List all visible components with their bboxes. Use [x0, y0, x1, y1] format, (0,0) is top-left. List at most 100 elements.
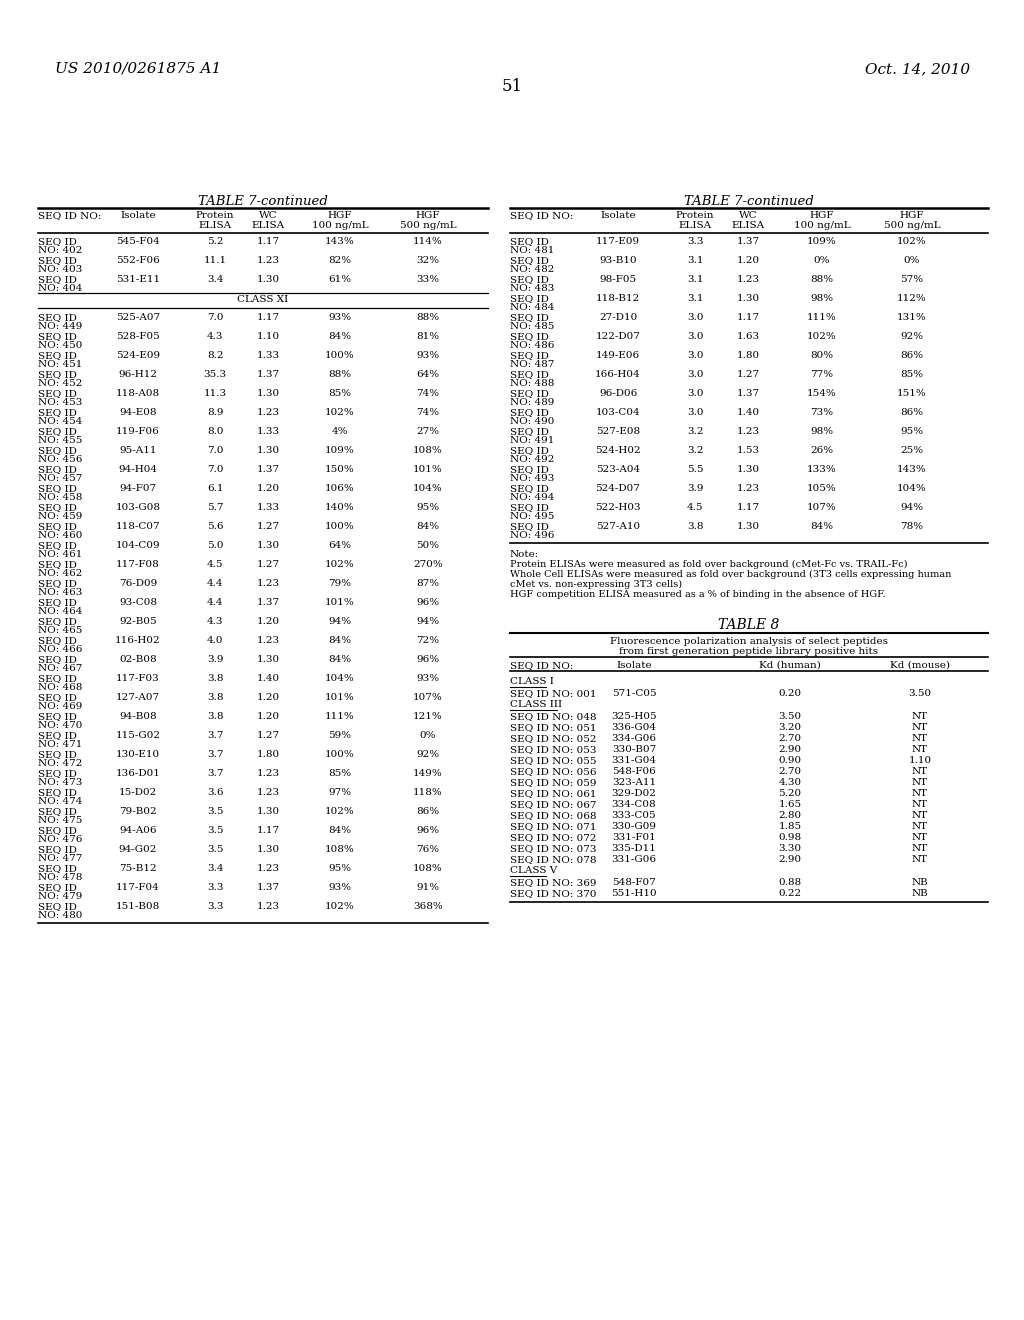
Text: SEQ ID: SEQ ID [510, 256, 549, 265]
Text: HGF competition ELISA measured as a % of binding in the absence of HGF.: HGF competition ELISA measured as a % of… [510, 590, 886, 599]
Text: SEQ ID: SEQ ID [38, 750, 77, 759]
Text: SEQ ID NO: 048: SEQ ID NO: 048 [510, 711, 597, 721]
Text: 96%: 96% [417, 655, 439, 664]
Text: 4.5: 4.5 [207, 560, 223, 569]
Text: 1.30: 1.30 [256, 446, 280, 455]
Text: 136-D01: 136-D01 [116, 770, 161, 777]
Text: NO: 404: NO: 404 [38, 284, 82, 293]
Text: 1.23: 1.23 [256, 636, 280, 645]
Text: 0.90: 0.90 [778, 756, 802, 766]
Text: 3.2: 3.2 [687, 446, 703, 455]
Text: 93%: 93% [417, 675, 439, 682]
Text: 3.0: 3.0 [687, 333, 703, 341]
Text: SEQ ID NO: 061: SEQ ID NO: 061 [510, 789, 597, 799]
Text: 94%: 94% [329, 616, 351, 626]
Text: 27%: 27% [417, 426, 439, 436]
Text: 323-A11: 323-A11 [612, 777, 656, 787]
Text: 85%: 85% [900, 370, 924, 379]
Text: SEQ ID: SEQ ID [38, 788, 77, 797]
Text: SEQ ID: SEQ ID [38, 731, 77, 741]
Text: 1.33: 1.33 [256, 426, 280, 436]
Text: 4.3: 4.3 [207, 616, 223, 626]
Text: NO: 483: NO: 483 [510, 284, 554, 293]
Text: SEQ ID NO: 053: SEQ ID NO: 053 [510, 744, 597, 754]
Text: SEQ ID: SEQ ID [38, 711, 77, 721]
Text: 108%: 108% [413, 865, 442, 873]
Text: 7.0: 7.0 [207, 313, 223, 322]
Text: 127-A07: 127-A07 [116, 693, 160, 702]
Text: 1.20: 1.20 [256, 711, 280, 721]
Text: NO: 478: NO: 478 [38, 873, 82, 882]
Text: 3.8: 3.8 [207, 711, 223, 721]
Text: TABLE 7-continued: TABLE 7-continued [198, 195, 328, 209]
Text: 104%: 104% [326, 675, 355, 682]
Text: SEQ ID: SEQ ID [38, 636, 77, 645]
Text: 101%: 101% [413, 465, 442, 474]
Text: CLASS V: CLASS V [510, 866, 557, 875]
Text: NO: 465: NO: 465 [38, 626, 82, 635]
Text: 50%: 50% [417, 541, 439, 550]
Text: 3.30: 3.30 [778, 843, 802, 853]
Text: NT: NT [912, 734, 928, 743]
Text: 86%: 86% [900, 351, 924, 360]
Text: 94%: 94% [417, 616, 439, 626]
Text: 1.30: 1.30 [736, 521, 760, 531]
Text: NT: NT [912, 843, 928, 853]
Text: SEQ ID: SEQ ID [510, 294, 549, 304]
Text: SEQ ID: SEQ ID [38, 351, 77, 360]
Text: NO: 456: NO: 456 [38, 455, 82, 465]
Text: 118-B12: 118-B12 [596, 294, 640, 304]
Text: 122-D07: 122-D07 [596, 333, 640, 341]
Text: NT: NT [912, 810, 928, 820]
Text: 84%: 84% [329, 333, 351, 341]
Text: 101%: 101% [326, 598, 355, 607]
Text: 92-B05: 92-B05 [119, 616, 157, 626]
Text: 3.7: 3.7 [207, 770, 223, 777]
Text: 32%: 32% [417, 256, 439, 265]
Text: 552-F06: 552-F06 [116, 256, 160, 265]
Text: 331-F01: 331-F01 [612, 833, 656, 842]
Text: SEQ ID NO: 370: SEQ ID NO: 370 [510, 888, 597, 898]
Text: SEQ ID: SEQ ID [38, 541, 77, 550]
Text: SEQ ID NO:: SEQ ID NO: [510, 661, 573, 671]
Text: 1.20: 1.20 [256, 616, 280, 626]
Text: 1.30: 1.30 [256, 807, 280, 816]
Text: 3.7: 3.7 [207, 750, 223, 759]
Text: 4.5: 4.5 [687, 503, 703, 512]
Text: 1.23: 1.23 [256, 902, 280, 911]
Text: NO: 454: NO: 454 [38, 417, 82, 426]
Text: NO: 455: NO: 455 [38, 436, 82, 445]
Text: NO: 476: NO: 476 [38, 836, 82, 843]
Text: 3.0: 3.0 [687, 408, 703, 417]
Text: 93-B10: 93-B10 [599, 256, 637, 265]
Text: Oct. 14, 2010: Oct. 14, 2010 [865, 62, 970, 77]
Text: 102%: 102% [807, 333, 837, 341]
Text: 115-G02: 115-G02 [116, 731, 161, 741]
Text: 1.30: 1.30 [256, 655, 280, 664]
Text: 0.22: 0.22 [778, 888, 802, 898]
Text: SEQ ID NO:: SEQ ID NO: [510, 211, 573, 220]
Text: NO: 450: NO: 450 [38, 341, 82, 350]
Text: 1.37: 1.37 [256, 370, 280, 379]
Text: 524-H02: 524-H02 [595, 446, 641, 455]
Text: 59%: 59% [329, 731, 351, 741]
Text: WC
ELISA: WC ELISA [731, 211, 765, 231]
Text: 140%: 140% [326, 503, 355, 512]
Text: 1.85: 1.85 [778, 822, 802, 832]
Text: 3.5: 3.5 [207, 826, 223, 836]
Text: NO: 477: NO: 477 [38, 854, 82, 863]
Text: 95%: 95% [329, 865, 351, 873]
Text: SEQ ID: SEQ ID [38, 446, 77, 455]
Text: 86%: 86% [417, 807, 439, 816]
Text: 104%: 104% [897, 484, 927, 492]
Text: 88%: 88% [417, 313, 439, 322]
Text: SEQ ID: SEQ ID [38, 484, 77, 492]
Text: NO: 471: NO: 471 [38, 741, 82, 748]
Text: CLASS III: CLASS III [510, 700, 562, 709]
Text: TABLE 7-continued: TABLE 7-continued [684, 195, 814, 209]
Text: 3.6: 3.6 [207, 788, 223, 797]
Text: 1.23: 1.23 [736, 426, 760, 436]
Text: 3.20: 3.20 [778, 723, 802, 733]
Text: NO: 461: NO: 461 [38, 550, 82, 558]
Text: NO: 457: NO: 457 [38, 474, 82, 483]
